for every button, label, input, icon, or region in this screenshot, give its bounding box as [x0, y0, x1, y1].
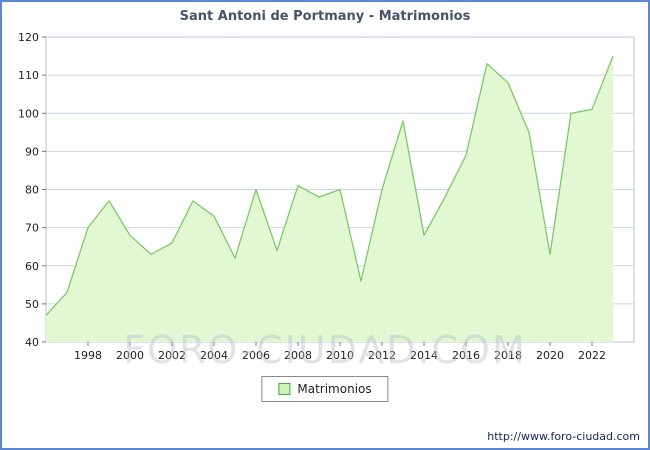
svg-text:2018: 2018: [494, 349, 522, 362]
footer-url: http://www.foro-ciudad.com: [487, 430, 640, 443]
svg-text:2012: 2012: [368, 349, 396, 362]
svg-text:120: 120: [18, 31, 39, 44]
svg-text:2002: 2002: [158, 349, 186, 362]
svg-text:60: 60: [25, 260, 39, 273]
legend-swatch-icon: [278, 383, 291, 395]
matrimonios-area-chart: 40 50 60 70 80 90 100 110 120 1998 2000 2002 2004 20…: [18, 31, 635, 362]
svg-text:90: 90: [25, 145, 39, 158]
svg-text:2020: 2020: [536, 349, 564, 362]
svg-text:2010: 2010: [326, 349, 354, 362]
legend: Matrimonios: [261, 376, 389, 402]
svg-text:2006: 2006: [242, 349, 270, 362]
svg-text:2022: 2022: [578, 349, 606, 362]
y-axis-labels: 40 50 60 70 80 90 100 110 120: [18, 31, 46, 349]
svg-text:110: 110: [18, 69, 39, 82]
svg-text:2008: 2008: [284, 349, 312, 362]
svg-text:40: 40: [25, 336, 39, 349]
svg-text:2000: 2000: [116, 349, 144, 362]
svg-text:50: 50: [25, 298, 39, 311]
x-axis-labels: 1998 2000 2002 2004 2006 2008 2010 2012 2014 2016…: [74, 342, 606, 362]
page-title: Sant Antoni de Portmany - Matrimonios: [179, 9, 471, 24]
legend-label: Matrimonios: [297, 382, 372, 396]
svg-text:80: 80: [25, 184, 39, 197]
svg-text:1998: 1998: [74, 349, 102, 362]
area-series: [45, 55, 614, 342]
svg-text:2004: 2004: [200, 349, 228, 362]
svg-text:100: 100: [18, 107, 39, 120]
svg-text:2016: 2016: [452, 349, 480, 362]
svg-text:70: 70: [25, 222, 39, 235]
svg-text:2014: 2014: [410, 349, 438, 362]
